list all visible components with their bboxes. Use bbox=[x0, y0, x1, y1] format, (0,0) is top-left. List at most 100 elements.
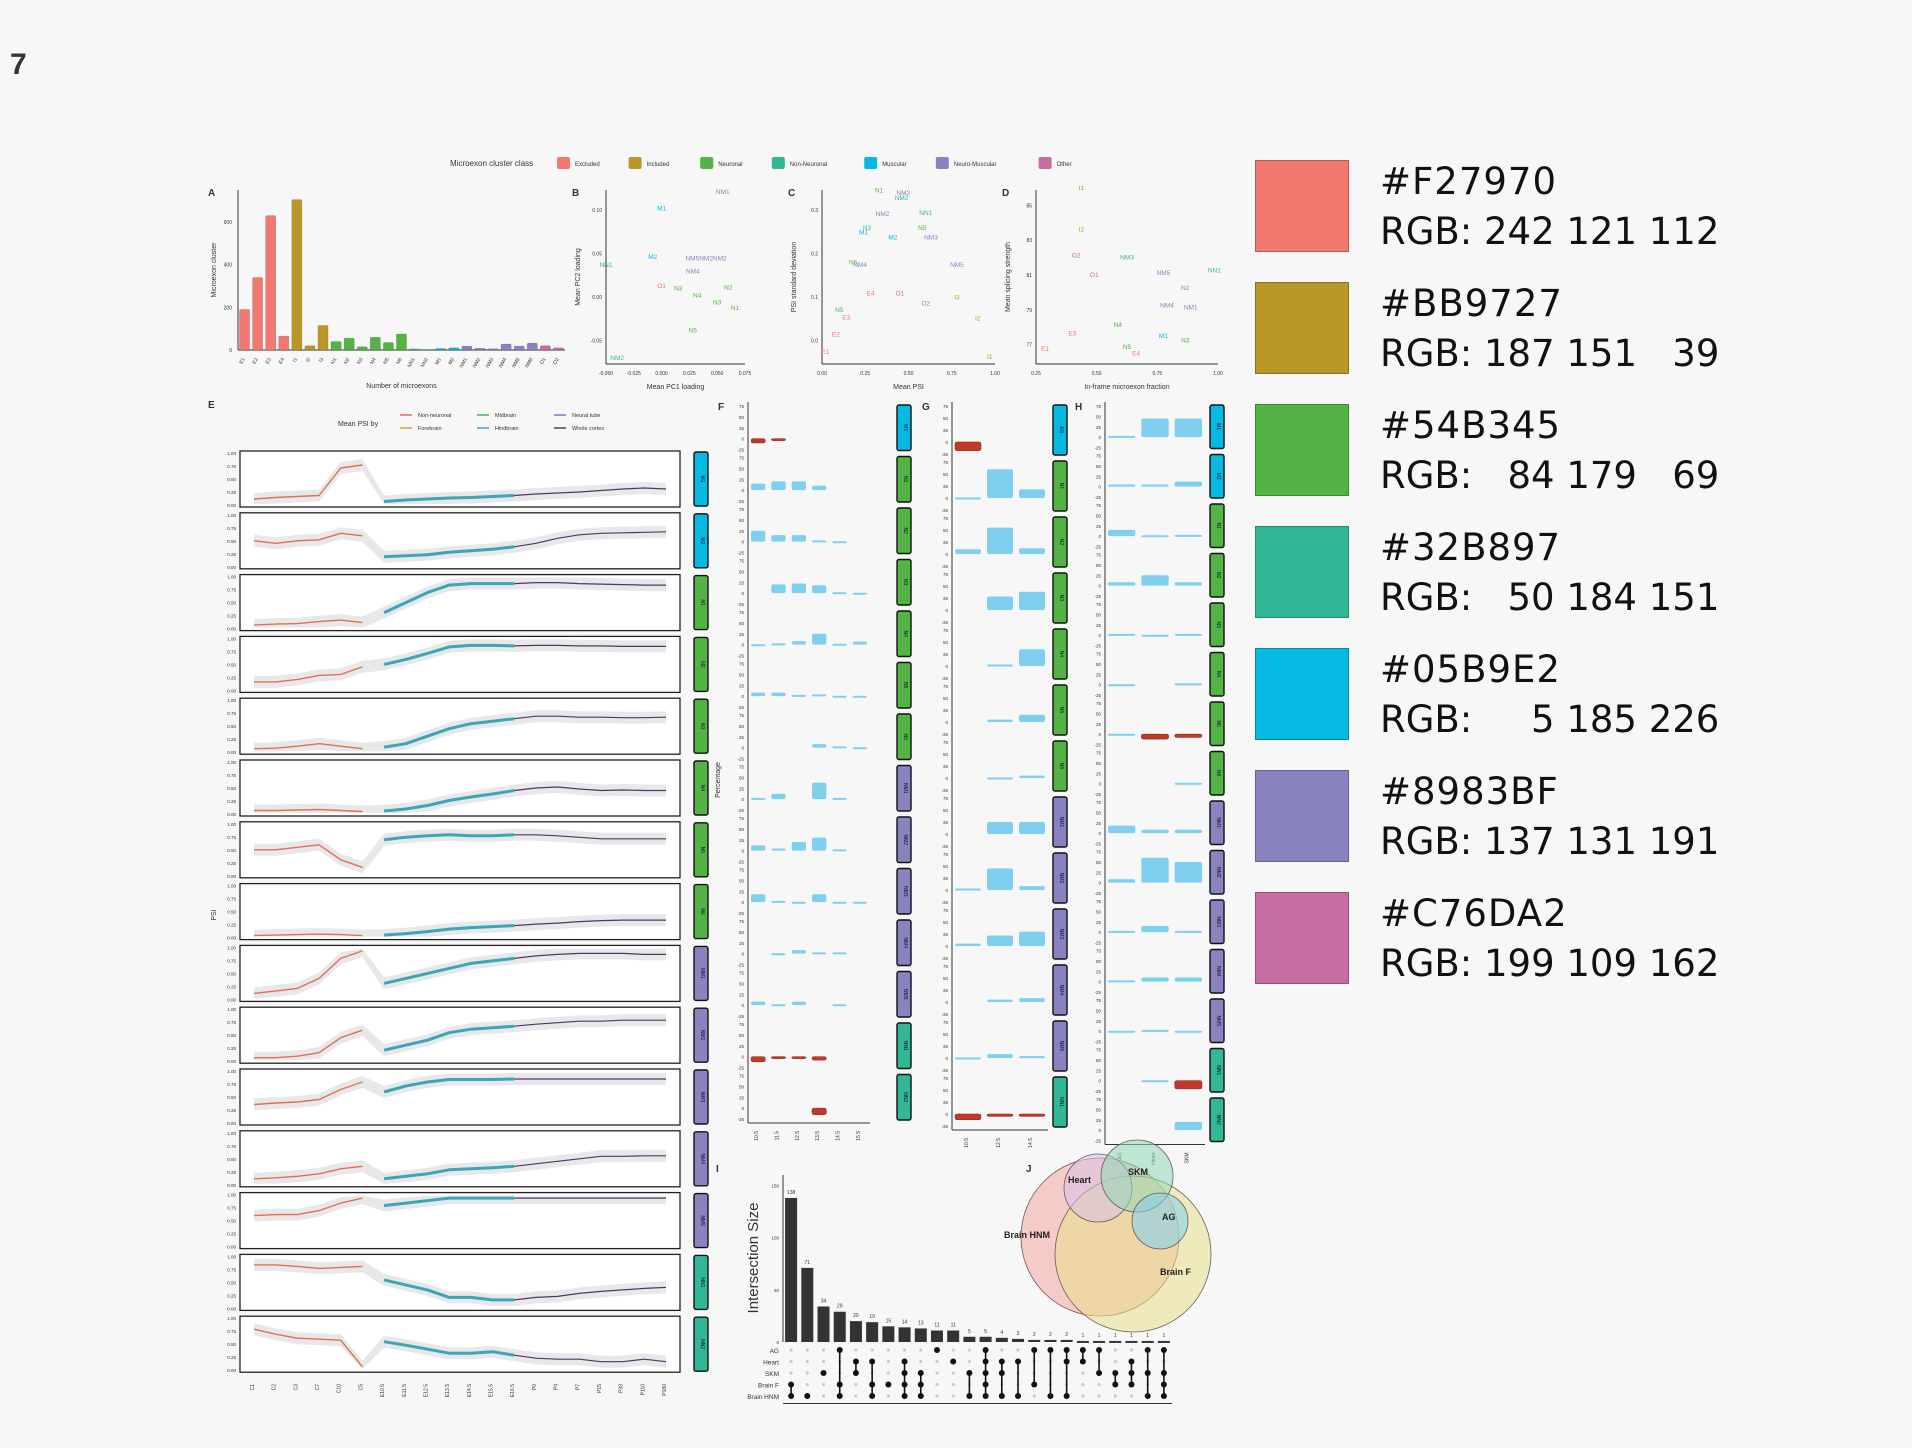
bar bbox=[930, 1330, 943, 1342]
data-label: 11 bbox=[934, 1323, 939, 1329]
cluster-tag bbox=[693, 760, 709, 816]
x-tick-label: 12.5 bbox=[795, 1131, 801, 1141]
bar bbox=[882, 1326, 895, 1342]
bar bbox=[751, 483, 766, 491]
bar bbox=[987, 1054, 1013, 1058]
bar bbox=[832, 643, 847, 646]
y-tick-label: 50 bbox=[739, 878, 745, 883]
y-tick-label: 0 bbox=[1098, 584, 1101, 589]
bar-strip: -25 0 25 50 75 N3 bbox=[737, 559, 912, 607]
psi-strip: 0.00 0.25 0.50 0.75 1.00 N3 bbox=[227, 697, 709, 755]
cluster-tag-label: M1 bbox=[902, 424, 908, 431]
x-tick-label: I1 bbox=[292, 357, 299, 364]
y-tick-label: -25 bbox=[737, 602, 744, 607]
venn-label: AG bbox=[1162, 1212, 1176, 1222]
venn-set-ag bbox=[1131, 1192, 1189, 1250]
mean-psi-line bbox=[383, 1164, 515, 1181]
membership-dot-empty bbox=[886, 1371, 890, 1375]
cluster-tag-label: N1 bbox=[1058, 483, 1064, 490]
cluster-tag-label: N2 bbox=[1058, 539, 1064, 546]
bar bbox=[812, 694, 827, 697]
x-tick-label: NN2 bbox=[420, 357, 430, 369]
y-tick-label: 1.00 bbox=[227, 1316, 236, 1321]
y-tick-label: 0.00 bbox=[227, 627, 236, 632]
bar bbox=[1108, 484, 1136, 487]
y-tick-label: 25 bbox=[1096, 920, 1102, 925]
bar bbox=[553, 347, 564, 351]
y-tick-label: 75 bbox=[739, 1022, 745, 1027]
y-tick-label: -25 bbox=[737, 551, 744, 556]
membership-dot-empty bbox=[886, 1348, 890, 1352]
y-tick-label: -25 bbox=[1094, 1089, 1101, 1094]
y-tick-label: -25 bbox=[1094, 990, 1101, 995]
membership-dot-empty bbox=[1129, 1348, 1134, 1352]
bar bbox=[898, 1327, 911, 1342]
y-tick-label: 50 bbox=[1096, 563, 1102, 568]
y-tick-label: 0 bbox=[945, 664, 948, 669]
x-tick-label: N5 bbox=[382, 357, 391, 366]
cluster-tag-label: N5 bbox=[1058, 707, 1064, 714]
y-axis-title: Mean PC2 loading bbox=[575, 248, 582, 306]
x-tick-label: E13.5 bbox=[445, 1384, 451, 1397]
y-tick-label: 0.25 bbox=[227, 1170, 236, 1175]
point-label: NN1 bbox=[1208, 268, 1221, 275]
bar-strip: -25 0 25 50 75 N1 bbox=[941, 460, 1068, 513]
y-tick-label: 0.50 bbox=[227, 662, 236, 667]
membership-dot-empty bbox=[821, 1382, 826, 1387]
y-tick-label: 50 bbox=[943, 1088, 949, 1093]
membership-dot-empty bbox=[854, 1394, 858, 1398]
cluster-tag-label: NN1 bbox=[902, 1041, 908, 1051]
y-tick-label: 0 bbox=[945, 832, 948, 837]
y-tick-label: 0.25 bbox=[227, 737, 236, 742]
x-tick-label: NM3 bbox=[485, 357, 496, 369]
y-tick-label: -25 bbox=[941, 844, 948, 849]
membership-dot-filled bbox=[804, 1393, 811, 1399]
x-tick-label: N3 bbox=[356, 357, 365, 366]
y-tick-label: 0.05 bbox=[592, 251, 602, 257]
y-tick-label: 0.25 bbox=[227, 923, 236, 928]
membership-dot-empty bbox=[935, 1359, 939, 1364]
y-tick-label: -25 bbox=[737, 911, 744, 916]
y-tick-label: 25 bbox=[1096, 672, 1102, 677]
bar-strip: -25 0 25 50 75 NM3 bbox=[941, 908, 1068, 961]
y-tick-label: 50 bbox=[739, 1084, 745, 1089]
y-tick-label: 25 bbox=[943, 932, 949, 937]
y-tick-label: 0 bbox=[1098, 485, 1101, 490]
y-tick-label: 75 bbox=[739, 919, 745, 924]
y-tick-label: 25 bbox=[739, 838, 745, 843]
point-label: O1 bbox=[657, 283, 666, 290]
cluster-tag-label: N5 bbox=[1215, 721, 1221, 728]
x-tick-label: E4 bbox=[278, 357, 286, 365]
hex-code: #05B9E2 bbox=[1380, 648, 1561, 691]
panel-c: C0.00 0.25 0.50 0.75 1.000.00.10.20.3N1 NM2NM… bbox=[788, 187, 1000, 391]
bar bbox=[291, 199, 303, 351]
y-tick-label: 0.50 bbox=[227, 539, 236, 544]
y-tick-label: 50 bbox=[943, 920, 949, 925]
y-tick-label: 0.25 bbox=[227, 799, 236, 804]
cluster-tag bbox=[1209, 404, 1225, 450]
bar bbox=[1108, 733, 1136, 736]
cluster-tag bbox=[1052, 740, 1068, 792]
mean-psi-line bbox=[383, 1077, 515, 1094]
cluster-tag bbox=[1209, 948, 1225, 994]
bar bbox=[812, 894, 827, 903]
y-tick-label: 0.25 bbox=[227, 552, 236, 557]
y-tick-label: -25 bbox=[737, 1117, 744, 1122]
legend-swatch bbox=[628, 157, 642, 169]
set-label: Brain HNM bbox=[747, 1394, 779, 1401]
bar bbox=[1108, 582, 1136, 586]
membership-dot-empty bbox=[951, 1371, 955, 1375]
legend-label: Other bbox=[1057, 162, 1072, 168]
cluster-tag-label: N4 bbox=[1058, 651, 1064, 658]
y-tick-label: 0.75 bbox=[227, 526, 236, 531]
cluster-tag-label: NM2 bbox=[1215, 867, 1221, 878]
cluster-tag bbox=[1052, 684, 1068, 736]
y-tick-label: -25 bbox=[941, 1068, 948, 1073]
membership-dot-empty bbox=[805, 1371, 809, 1375]
y-tick-label: 75 bbox=[1096, 751, 1102, 756]
cluster-tag-label: M2 bbox=[699, 537, 705, 544]
y-tick-label: -0.05 bbox=[591, 338, 603, 344]
data-label: 2 bbox=[1065, 1332, 1068, 1338]
y-tick-label: 25 bbox=[739, 889, 745, 894]
bar bbox=[1141, 484, 1169, 487]
